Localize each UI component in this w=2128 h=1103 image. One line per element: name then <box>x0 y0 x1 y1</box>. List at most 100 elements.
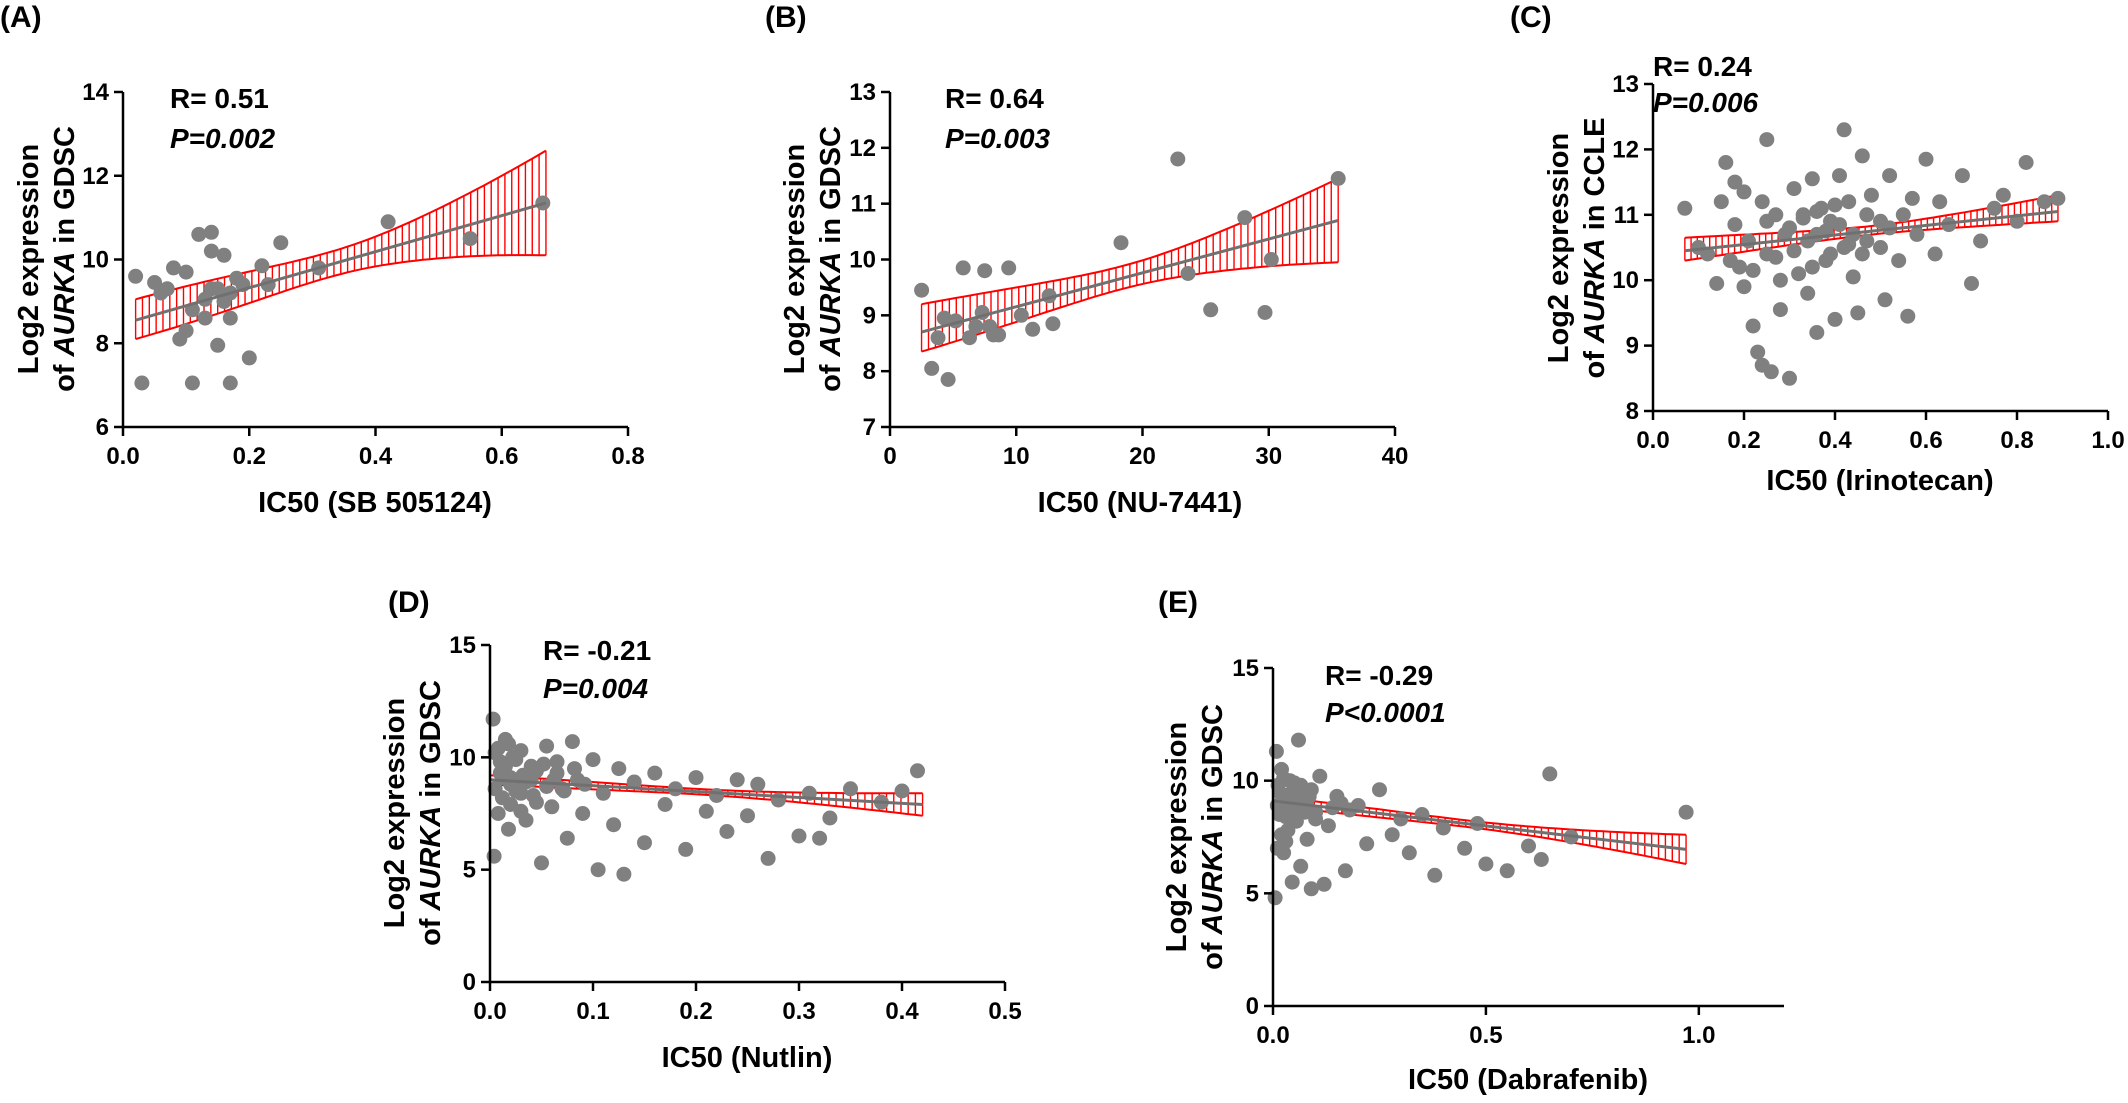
data-point <box>1918 151 1934 167</box>
x-tick-label: 0.4 <box>1818 427 1852 454</box>
data-point <box>1312 768 1328 784</box>
y-tick-label: 10 <box>449 744 476 771</box>
data-point <box>1372 782 1387 798</box>
data-point <box>1263 252 1279 267</box>
x-tick-label: 0.1 <box>576 998 609 1025</box>
data-point <box>525 788 541 803</box>
data-point <box>494 770 510 786</box>
y-tick-label: 8 <box>863 358 876 385</box>
data-point <box>1900 308 1916 324</box>
panel-4: (D) 0 5 10 15 0.0 0.1 0.2 0.3 0.4 0.5 IC50 (Nutlin)… <box>379 586 1022 1074</box>
x-tick-label: 0.3 <box>782 998 815 1025</box>
regression-line <box>1684 210 2059 253</box>
data-point <box>1827 311 1843 327</box>
data-point <box>1271 784 1287 800</box>
x-tick-label: 1.0 <box>1682 1022 1715 1049</box>
scatter-points <box>1677 122 2066 386</box>
data-point <box>184 375 200 391</box>
data-point <box>843 781 858 797</box>
data-point <box>750 776 766 792</box>
data-point <box>1786 181 1802 197</box>
data-point <box>128 268 144 284</box>
axes: 0 5 10 15 0.0 0.5 1.0 <box>1232 655 1784 1049</box>
y-label-gene: AURKA <box>1197 830 1229 936</box>
data-point <box>1909 226 1925 242</box>
data-point <box>1927 246 1943 262</box>
y-tick-label: 9 <box>1626 333 1639 360</box>
data-point <box>273 235 289 251</box>
data-point <box>513 785 529 801</box>
data-point <box>936 310 952 326</box>
y-label-gene: AURKA <box>415 806 447 912</box>
band-upper-edge <box>921 177 1339 306</box>
data-point <box>166 260 181 276</box>
x-tick-label: 0.5 <box>1469 1022 1502 1049</box>
data-point <box>1827 197 1843 213</box>
x-axis-label: IC50 (Irinotecan) <box>1766 465 1993 497</box>
axes: 0 5 10 15 0.0 0.1 0.2 0.3 0.4 0.5 <box>449 632 1021 1025</box>
x-tick-label: 1.0 <box>2091 427 2124 454</box>
y-tick-label: 13 <box>1612 71 1639 98</box>
data-point <box>1678 804 1694 820</box>
y-label-prefix: of <box>49 356 81 391</box>
y-tick-label: 6 <box>96 414 109 441</box>
data-point <box>1718 155 1734 170</box>
data-point <box>1741 233 1756 249</box>
x-tick-label: 0.5 <box>988 998 1021 1025</box>
y-axis-label-line1: Log2 expression <box>1161 722 1193 952</box>
data-point <box>822 810 838 826</box>
scatter-points <box>128 195 551 391</box>
data-point <box>1736 184 1752 200</box>
axes: 6 8 10 12 14 0.0 0.2 0.4 0.6 0.8 <box>82 79 644 470</box>
data-point <box>1941 217 1957 233</box>
data-point <box>678 841 694 857</box>
correlation-r: R= 0.51 <box>170 83 269 114</box>
data-point <box>1954 168 1970 184</box>
data-point <box>1877 292 1893 308</box>
data-point <box>216 247 232 263</box>
data-point <box>197 310 213 326</box>
data-point <box>210 281 226 297</box>
y-tick-label: 14 <box>82 79 109 106</box>
data-point <box>1782 370 1797 386</box>
y-tick-label: 5 <box>463 857 476 884</box>
data-point <box>505 749 521 765</box>
panel-label: (D) <box>388 586 430 619</box>
data-point <box>1045 316 1061 332</box>
data-point <box>688 770 704 786</box>
y-label-suffix: in GDSC <box>49 126 81 252</box>
regression-line <box>921 218 1339 334</box>
data-point <box>1237 210 1253 226</box>
data-point <box>1732 259 1747 275</box>
data-point <box>1303 881 1319 897</box>
data-point <box>1257 305 1273 320</box>
y-label-gene: AURKA <box>49 252 81 358</box>
data-point <box>1800 285 1816 301</box>
data-point <box>1932 194 1948 210</box>
data-point <box>1278 834 1294 849</box>
regression-line <box>1272 799 1687 851</box>
data-point <box>1809 204 1825 219</box>
data-point <box>1791 266 1807 282</box>
y-label-prefix: of <box>415 910 447 945</box>
x-axis-label: IC50 (Dabrafenib) <box>1408 1064 1648 1096</box>
y-tick-label: 11 <box>1614 202 1639 229</box>
data-point <box>1832 168 1847 184</box>
correlation-r: R= -0.21 <box>543 635 651 666</box>
data-point <box>740 808 755 824</box>
data-point <box>1904 190 1920 206</box>
data-point <box>1284 793 1300 809</box>
x-axis-label: IC50 (SB 505124) <box>258 487 492 519</box>
data-point <box>657 797 673 812</box>
data-point <box>719 824 735 839</box>
data-point <box>1727 217 1743 233</box>
data-point <box>585 752 601 768</box>
data-point <box>241 350 257 366</box>
y-label-gene: AURKA <box>1579 238 1611 344</box>
data-point <box>914 282 930 298</box>
data-point <box>1863 187 1879 203</box>
data-point <box>1754 194 1770 210</box>
y-tick-label: 7 <box>863 414 876 441</box>
p-value: P=0.004 <box>543 673 649 704</box>
